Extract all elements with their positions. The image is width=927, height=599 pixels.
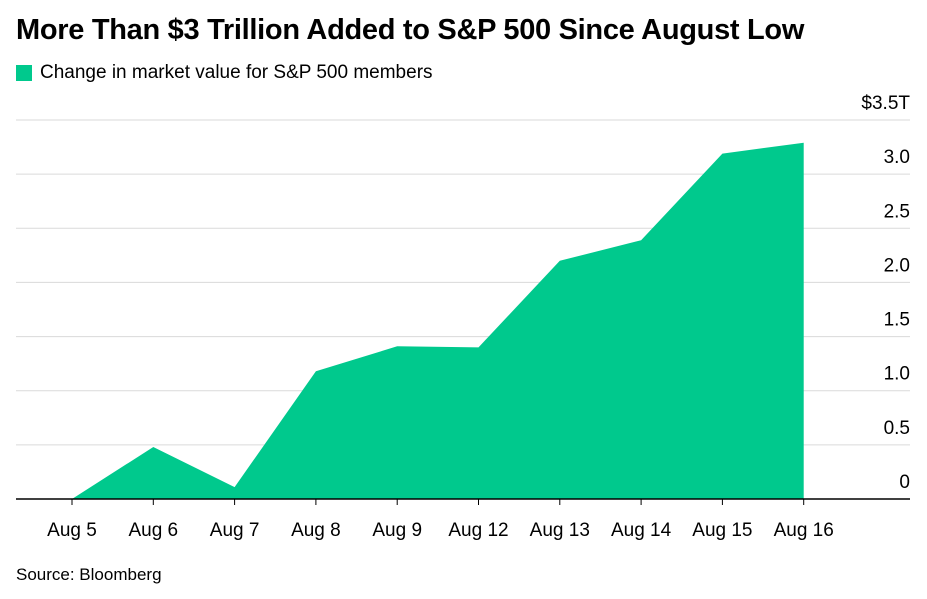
legend-label: Change in market value for S&P 500 membe…	[40, 62, 433, 83]
x-tick-label: Aug 8	[291, 520, 341, 541]
y-tick-label: 0.5	[884, 418, 910, 439]
y-tick-label: $3.5T	[861, 93, 910, 114]
y-tick-label: 1.0	[884, 364, 910, 385]
y-tick-label: 1.5	[884, 310, 910, 331]
x-tick-label: Aug 12	[448, 520, 508, 541]
y-tick-label: 3.0	[884, 147, 910, 168]
x-tick-label: Aug 5	[47, 520, 97, 541]
y-tick-label: 2.5	[884, 201, 910, 222]
x-tick-label: Aug 7	[210, 520, 260, 541]
legend-swatch	[16, 65, 32, 81]
x-tick-label: Aug 13	[530, 520, 590, 541]
series-area	[72, 142, 804, 499]
source-note: Source: Bloomberg	[16, 565, 162, 584]
x-tick-label: Aug 9	[372, 520, 422, 541]
x-tick-label: Aug 15	[692, 520, 752, 541]
legend: Change in market value for S&P 500 membe…	[16, 62, 433, 84]
x-tick-label: Aug 16	[774, 520, 834, 541]
x-tick-label: Aug 14	[611, 520, 672, 541]
x-axis: Aug 5 Aug 6 Aug 7 Aug 8 Aug 9 Aug 12 Aug 13 Aug…	[47, 499, 834, 541]
x-tick-label: Aug 6	[128, 520, 178, 541]
y-tick-label: 0	[899, 472, 910, 493]
chart-title: More Than $3 Trillion Added to S&P 500 S…	[16, 14, 805, 46]
y-tick-label: 2.0	[884, 255, 910, 276]
y-axis: 0 0.5 1.0 1.5 2.0 2.5 3.0 $3.5T	[861, 93, 910, 493]
